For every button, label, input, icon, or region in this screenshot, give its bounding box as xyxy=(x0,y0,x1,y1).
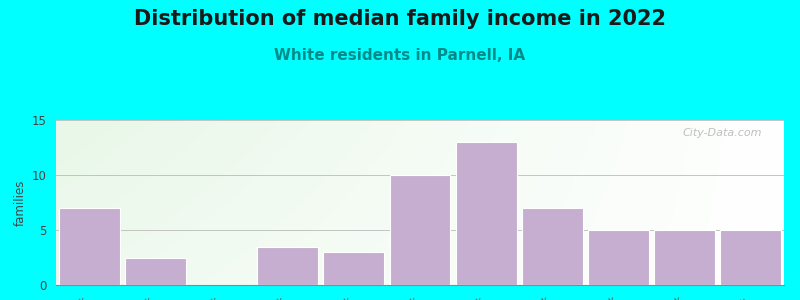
Bar xyxy=(125,257,186,285)
Bar xyxy=(323,252,384,285)
Bar xyxy=(522,208,583,285)
Bar xyxy=(721,230,782,285)
Bar xyxy=(654,230,715,285)
Y-axis label: families: families xyxy=(14,179,27,226)
Bar xyxy=(456,142,517,285)
Bar xyxy=(588,230,649,285)
Bar xyxy=(257,247,318,285)
Text: Distribution of median family income in 2022: Distribution of median family income in … xyxy=(134,9,666,29)
Text: City-Data.com: City-Data.com xyxy=(682,128,762,138)
Bar xyxy=(390,175,450,285)
Text: White residents in Parnell, IA: White residents in Parnell, IA xyxy=(274,48,526,63)
Bar xyxy=(58,208,119,285)
